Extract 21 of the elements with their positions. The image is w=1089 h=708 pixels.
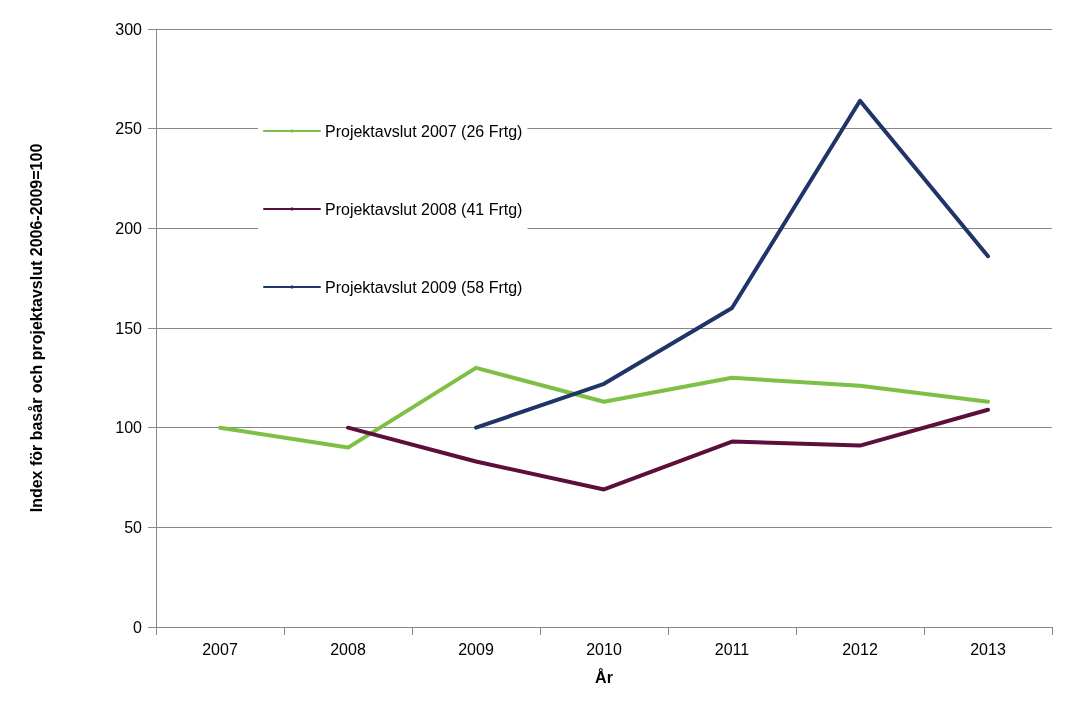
line-series [346, 407, 990, 492]
y-tick-label: 100 [115, 419, 143, 437]
x-tick-label: 2012 [842, 640, 878, 658]
y-tick-label: 0 [133, 618, 143, 636]
legend-label: Projektavslut 2009 (58 Frtg) [325, 278, 523, 296]
y-axis-title: Index för basår och projektavslut 2006-2009=100 [27, 143, 45, 513]
x-tick-label: 2010 [586, 640, 622, 658]
x-tick-label: 2007 [202, 640, 238, 658]
x-tick-label: 2009 [458, 640, 494, 658]
x-axis-title: År [595, 667, 613, 686]
y-tick-label: 50 [124, 518, 143, 536]
x-tick-label: 2013 [970, 640, 1006, 658]
x-tick-label: 2011 [714, 640, 750, 658]
x-tick-label: 2008 [330, 640, 366, 658]
legend-label: Projektavslut 2008 (41 Frtg) [325, 200, 523, 218]
y-tick-label: 200 [115, 219, 143, 237]
legend-label: Projektavslut 2007 (26 Frtg) [325, 122, 523, 140]
line-series [218, 365, 990, 450]
y-tick-label: 150 [115, 319, 143, 337]
y-tick-label: 250 [115, 120, 143, 138]
y-tick-label: 300 [115, 20, 143, 38]
